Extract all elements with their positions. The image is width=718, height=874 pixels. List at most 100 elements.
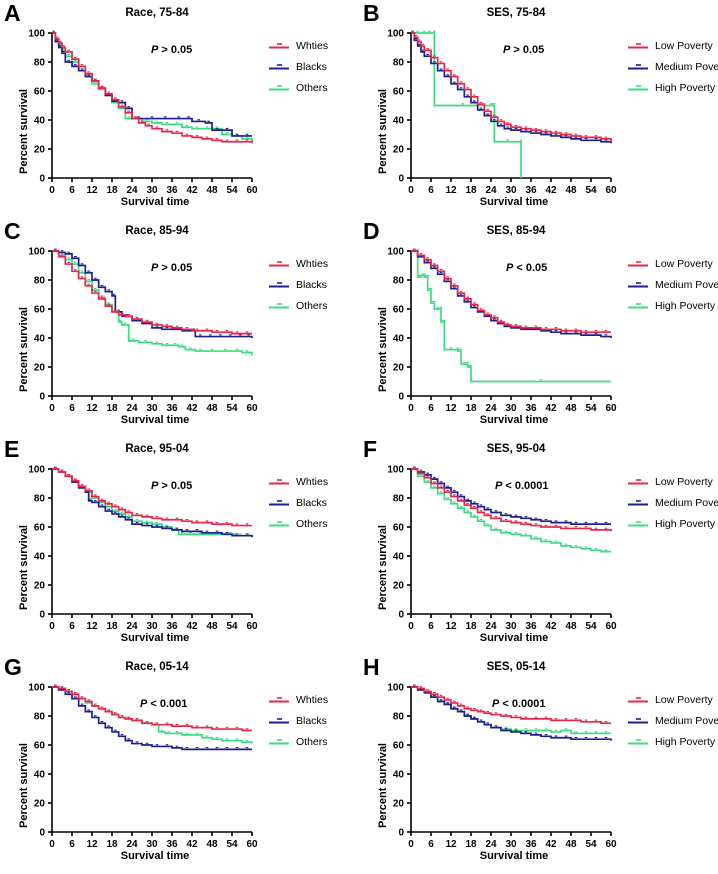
series-others xyxy=(52,684,253,744)
x-axis-ticks: 0 6 12 18 24 30 36 42 48 54 60 xyxy=(408,832,617,850)
svg-text:24: 24 xyxy=(126,185,138,196)
legend-item[interactable]: Others xyxy=(268,78,328,99)
panel-letter: C xyxy=(4,218,21,244)
svg-text:54: 54 xyxy=(585,621,597,632)
series-whties xyxy=(52,684,252,732)
legend: Low Poverty Medium Poverty High Poverty xyxy=(627,472,718,535)
legend-line-icon xyxy=(269,697,289,703)
panel-title: Race, 95-04 xyxy=(125,443,189,455)
legend-line-icon xyxy=(269,85,289,91)
legend-item[interactable]: Whties xyxy=(268,690,328,711)
legend-item-label: Medium Poverty xyxy=(655,61,718,74)
svg-text:30: 30 xyxy=(146,185,158,196)
panel-h: H SES, 05-14 0 20 40 60 80 100 0 6 12 18 24 30 36 42 48 5… xyxy=(359,654,718,872)
svg-text:60: 60 xyxy=(246,621,258,632)
legend-item[interactable]: Others xyxy=(268,296,328,317)
svg-text:0: 0 xyxy=(49,185,55,196)
y-axis-title: Percent survival xyxy=(377,307,389,392)
series-blacks xyxy=(52,466,253,538)
svg-text:0: 0 xyxy=(39,828,45,839)
legend-line-icon xyxy=(628,64,648,70)
p-value-symbol: P xyxy=(506,262,514,274)
svg-text:40: 40 xyxy=(34,770,46,781)
y-axis-title: Percent survival xyxy=(377,89,389,174)
legend-item-label: Whties xyxy=(296,258,329,271)
y-axis-ticks: 0 20 40 60 80 100 xyxy=(28,683,52,839)
p-value-rest: < 0.001 xyxy=(147,698,188,710)
p-value-symbol: P xyxy=(151,262,159,274)
legend-item[interactable]: High Poverty xyxy=(627,514,718,535)
legend-item-label: Medium Poverty xyxy=(655,715,718,728)
svg-text:54: 54 xyxy=(226,839,238,850)
legend-item[interactable]: Blacks xyxy=(268,57,328,78)
legend-item[interactable]: Others xyxy=(268,514,328,535)
legend-line-icon xyxy=(628,500,648,506)
svg-text:48: 48 xyxy=(206,621,218,632)
p-value-rest: > 0.05 xyxy=(510,44,545,56)
legend-item[interactable]: Low Poverty xyxy=(627,690,718,711)
x-axis-ticks: 0 6 12 18 24 30 36 42 48 54 60 xyxy=(408,178,617,196)
panel-letter: H xyxy=(363,654,380,680)
legend-item-label: Medium Poverty xyxy=(655,279,718,292)
p-value-symbol: P xyxy=(492,698,500,710)
legend-item[interactable]: Medium Poverty xyxy=(627,711,718,732)
svg-text:0: 0 xyxy=(398,828,404,839)
series-whties xyxy=(52,466,252,527)
panel-g: G Race, 05-14 0 20 40 60 80 100 0 6 12 18 24 30 36 42 48… xyxy=(0,654,359,872)
legend-item[interactable]: Low Poverty xyxy=(627,36,718,57)
p-value-symbol: P xyxy=(140,698,148,710)
svg-text:0: 0 xyxy=(408,839,414,850)
svg-text:20: 20 xyxy=(393,581,405,592)
svg-text:80: 80 xyxy=(34,712,46,723)
svg-text:24: 24 xyxy=(126,621,138,632)
legend-item[interactable]: High Poverty xyxy=(627,732,718,753)
plot-area: 0 20 40 60 80 100 0 6 12 18 24 30 36 42 48 54 60 xyxy=(387,465,617,632)
svg-text:12: 12 xyxy=(86,621,98,632)
svg-text:80: 80 xyxy=(393,494,405,505)
legend-item[interactable]: Whties xyxy=(268,254,328,275)
legend-item[interactable]: High Poverty xyxy=(627,78,718,99)
p-value-symbol: P xyxy=(495,480,503,492)
legend-item[interactable]: Blacks xyxy=(268,493,328,514)
legend-item[interactable]: Blacks xyxy=(268,275,328,296)
svg-text:40: 40 xyxy=(34,552,46,563)
legend-item[interactable]: Blacks xyxy=(268,711,328,732)
legend-item-label: Blacks xyxy=(296,497,327,510)
legend-item[interactable]: Whties xyxy=(268,36,328,57)
svg-text:42: 42 xyxy=(545,403,557,414)
panel-letter: F xyxy=(363,436,378,462)
series-others xyxy=(52,248,253,356)
panel-title: Race, 05-14 xyxy=(125,661,189,673)
svg-text:6: 6 xyxy=(428,839,434,850)
legend-item[interactable]: High Poverty xyxy=(627,296,718,317)
plot-area: 0 20 40 60 80 100 0 6 12 18 24 30 36 42 48 54 60 xyxy=(387,683,617,850)
series-blacks xyxy=(52,684,252,751)
legend-item[interactable]: Whties xyxy=(268,472,328,493)
legend-item[interactable]: Medium Poverty xyxy=(627,493,718,514)
svg-text:36: 36 xyxy=(525,403,537,414)
svg-text:54: 54 xyxy=(585,403,597,414)
legend: Whties Blacks Others xyxy=(268,472,328,535)
series-low-poverty xyxy=(411,684,611,725)
y-axis-ticks: 0 20 40 60 80 100 xyxy=(387,465,411,621)
legend-item-label: High Poverty xyxy=(655,518,716,531)
svg-text:48: 48 xyxy=(565,403,577,414)
legend-item[interactable]: Others xyxy=(268,732,328,753)
p-value-rest: < 0.05 xyxy=(513,262,548,274)
legend-item[interactable]: Medium Poverty xyxy=(627,57,718,78)
panel-title: Race, 75-84 xyxy=(125,7,189,19)
y-axis-ticks: 0 20 40 60 80 100 xyxy=(387,683,411,839)
legend-line-icon xyxy=(269,303,289,309)
svg-text:36: 36 xyxy=(166,621,178,632)
svg-text:100: 100 xyxy=(28,247,45,258)
svg-text:20: 20 xyxy=(34,145,46,156)
legend-item[interactable]: Medium Poverty xyxy=(627,275,718,296)
legend-line-icon xyxy=(628,43,648,49)
svg-text:60: 60 xyxy=(393,741,405,752)
legend: Whties Blacks Others xyxy=(268,36,328,99)
svg-text:40: 40 xyxy=(393,552,405,563)
legend-line-icon xyxy=(628,303,648,309)
legend-item[interactable]: Low Poverty xyxy=(627,254,718,275)
legend-line-icon xyxy=(628,739,648,745)
legend-item[interactable]: Low Poverty xyxy=(627,472,718,493)
